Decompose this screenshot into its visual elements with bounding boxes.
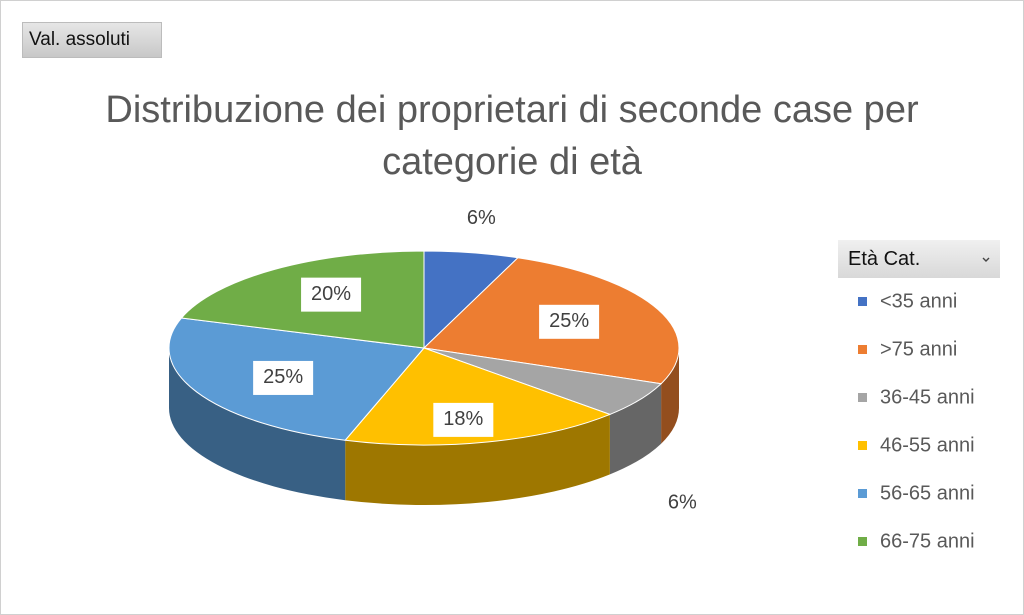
legend-label: 46-55 anni	[880, 434, 975, 456]
data-label-box	[253, 360, 314, 395]
data-label: 6%	[668, 491, 697, 513]
data-label: 18%	[443, 408, 483, 430]
data-label-box	[433, 402, 494, 437]
slice-side	[609, 383, 662, 475]
pie-slice	[344, 347, 612, 446]
data-label-box	[301, 277, 362, 312]
legend-label: <35 anni	[880, 290, 957, 312]
legend-label: 36-45 anni	[880, 386, 975, 408]
slice-side	[345, 414, 610, 505]
legend-swatch	[858, 297, 867, 306]
legend-label: >75 anni	[880, 338, 957, 360]
data-label: 25%	[549, 310, 589, 332]
chart-title: Distribuzione dei proprietari di seconde…	[105, 89, 919, 183]
slice-side	[169, 348, 346, 501]
data-label: 6%	[467, 207, 496, 229]
legend-label: 56-65 anni	[880, 482, 975, 504]
data-label: 20%	[311, 283, 351, 305]
legend-swatch	[858, 441, 867, 450]
legend-swatch	[858, 537, 867, 546]
data-label-box	[539, 304, 600, 339]
data-label: 25%	[263, 366, 303, 388]
legend-title: Età Cat.	[848, 248, 921, 270]
legend-swatch	[858, 345, 867, 354]
legend-swatch	[858, 489, 867, 498]
slice-side	[661, 348, 679, 444]
legend-filter[interactable]: Età Cat.	[838, 240, 1000, 278]
dropdown-arrow[interactable]	[982, 257, 990, 263]
field-button[interactable]: Val. assoluti	[22, 22, 162, 58]
legend-label: 66-75 anni	[880, 530, 975, 552]
legend-swatch	[858, 393, 867, 402]
